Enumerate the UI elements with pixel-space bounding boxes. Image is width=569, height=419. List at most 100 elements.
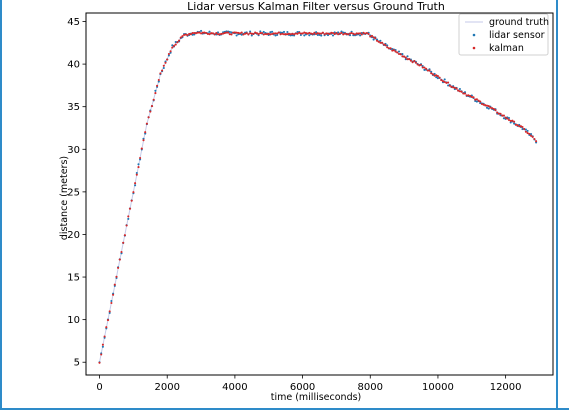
lidar-point [386, 44, 389, 47]
lidar-point [279, 31, 282, 34]
kalman-point [443, 80, 446, 84]
frame-right-border [556, 0, 558, 410]
kalman-point [518, 125, 521, 128]
kalman-point [296, 32, 299, 35]
kalman-point [353, 33, 357, 36]
kalman-point [414, 61, 417, 64]
kalman-point [304, 32, 308, 35]
kalman-point [181, 35, 184, 38]
kalman-point [335, 31, 338, 35]
kalman-point [150, 105, 154, 108]
lidar-point [423, 68, 426, 71]
lidar-point [235, 34, 238, 37]
legend-lidar-label: lidar sensor [489, 30, 545, 41]
kalman-point [426, 69, 429, 72]
lidar-point [134, 184, 137, 187]
kalman-point [372, 36, 375, 39]
kalman-point [286, 33, 289, 36]
kalman-point [514, 123, 517, 126]
lidar-point [529, 133, 533, 136]
lidar-point [479, 102, 482, 105]
kalman-point [453, 86, 456, 89]
lidar-point [299, 33, 302, 37]
kalman-point [193, 31, 196, 35]
lidar-point [509, 121, 512, 124]
lidar-point [360, 31, 363, 35]
kalman-point [250, 32, 253, 35]
kalman-point [238, 32, 242, 35]
kalman-point [274, 32, 277, 35]
kalman-point [513, 120, 516, 123]
kalman-point [206, 32, 209, 35]
kalman-point [198, 31, 201, 34]
kalman-point [467, 94, 470, 97]
kalman-point [489, 106, 492, 109]
kalman-point [365, 31, 368, 35]
kalman-point [506, 117, 509, 120]
kalman-point [211, 32, 214, 35]
x-axis-label: time (milliseconds) [271, 392, 362, 403]
kalman-point [499, 112, 502, 115]
lidar-point [499, 114, 502, 117]
kalman-point [200, 32, 203, 35]
kalman-point [232, 31, 235, 34]
kalman-point [397, 52, 401, 56]
kalman-point [535, 140, 538, 143]
kalman-point [174, 43, 177, 46]
kalman-point [516, 124, 519, 127]
kalman-point [433, 74, 436, 77]
y-tick-label: 30 [67, 145, 80, 156]
kalman-point [123, 234, 126, 237]
lidar-point [331, 34, 335, 37]
kalman-point [360, 33, 363, 36]
lidar-point [507, 116, 511, 120]
kalman-point [169, 50, 172, 53]
kalman-point [101, 343, 104, 346]
kalman-point [267, 32, 270, 35]
kalman-point [475, 98, 478, 101]
kalman-point [179, 36, 182, 39]
kalman-point [311, 32, 314, 36]
kalman-point [281, 32, 284, 35]
kalman-point [117, 266, 120, 269]
lidar-point [167, 54, 170, 57]
kalman-point [176, 41, 179, 44]
lidar-point [208, 30, 211, 33]
ground-truth-line [99, 32, 537, 363]
kalman-point [106, 319, 110, 322]
kalman-point [137, 166, 140, 169]
kalman-point [152, 98, 155, 101]
kalman-point [127, 215, 130, 218]
kalman-point [325, 32, 328, 35]
kalman-point [330, 31, 333, 34]
kalman-point [501, 114, 504, 117]
y-tick-label: 35 [67, 102, 80, 113]
x-tick-label: 4000 [222, 382, 247, 393]
kalman-point [184, 33, 187, 36]
kalman-point [440, 79, 443, 82]
kalman-point [309, 32, 313, 35]
kalman-point [144, 131, 147, 134]
kalman-point [189, 33, 192, 36]
lidar-point [433, 72, 436, 75]
y-tick-label: 5 [74, 358, 80, 369]
kalman-point [463, 92, 467, 95]
kalman-point [159, 72, 162, 75]
kalman-point [391, 49, 394, 52]
x-tick-label: 12000 [490, 382, 522, 393]
kalman-point [225, 31, 228, 34]
kalman-point [487, 105, 490, 108]
kalman-point [244, 32, 247, 35]
kalman-point [194, 32, 198, 35]
kalman-point [284, 33, 287, 36]
kalman-point [293, 33, 296, 36]
kalman-point [524, 130, 527, 133]
lidar-point [372, 38, 375, 41]
lidar-point [443, 78, 446, 81]
lidar-point [521, 128, 524, 131]
lidar-point [421, 64, 424, 68]
lidar-point [271, 30, 274, 33]
kalman-point [164, 61, 167, 64]
kalman-point [318, 32, 321, 35]
kalman-point [521, 125, 524, 129]
